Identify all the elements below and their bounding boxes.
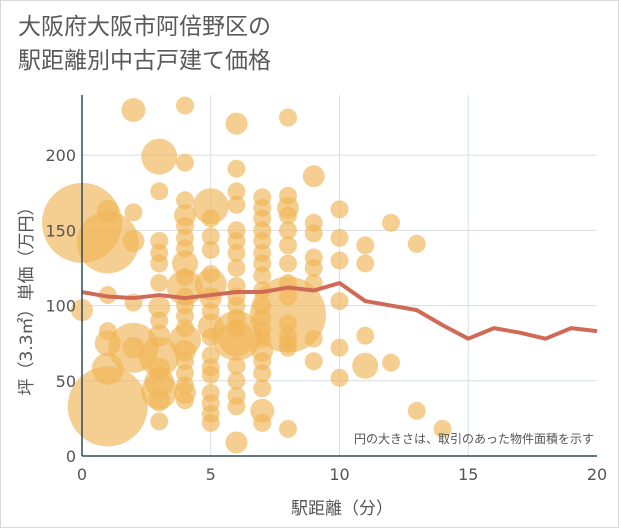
- bubble: [225, 112, 248, 135]
- bubble: [227, 356, 246, 375]
- bubble: [304, 224, 323, 243]
- bubbles: [42, 96, 452, 454]
- x-tick-label: 10: [329, 465, 349, 484]
- bubble: [201, 413, 220, 432]
- bubble: [176, 391, 194, 410]
- bubble-size-note: 円の大きさは、取引のあった物件面積を示す: [354, 431, 594, 446]
- bubble: [253, 364, 272, 383]
- bubble: [122, 336, 145, 359]
- bubble: [227, 258, 246, 277]
- bubble: [279, 221, 297, 240]
- y-tick-label: 200: [45, 146, 76, 165]
- bubble: [253, 413, 272, 432]
- bubble: [176, 96, 194, 115]
- bubble: [124, 203, 143, 222]
- bubble: [176, 153, 194, 172]
- bubble: [150, 182, 169, 201]
- bubble: [121, 98, 146, 123]
- bubble: [279, 419, 297, 438]
- y-tick-label: 100: [45, 297, 76, 316]
- bubble: [304, 258, 323, 277]
- x-tick-label: 5: [206, 465, 216, 484]
- bubble: [176, 191, 194, 210]
- bubble: [227, 371, 246, 390]
- bubble: [304, 329, 323, 348]
- bubble: [279, 236, 297, 255]
- x-axis-label: 駅距離（分）: [291, 499, 393, 519]
- bubble: [279, 206, 297, 225]
- bubble: [141, 138, 178, 175]
- axes: [81, 95, 597, 457]
- bubble: [382, 213, 400, 232]
- bubble: [330, 368, 349, 387]
- bubble: [407, 234, 426, 253]
- bubble: [279, 254, 297, 273]
- bubble: [382, 353, 400, 372]
- chart-title: 大阪府大阪市阿倍野区の 駅距離別中古戸建て価格: [18, 10, 271, 78]
- bubble: [148, 296, 171, 319]
- bubble: [227, 159, 246, 178]
- bubble: [227, 397, 246, 416]
- chart-title-line2: 駅距離別中古戸建て価格: [18, 48, 271, 74]
- bubble: [201, 227, 220, 246]
- bubble: [225, 431, 248, 454]
- bubble: [150, 274, 169, 293]
- bubble: [227, 182, 246, 201]
- bubble: [192, 188, 229, 225]
- bubble: [330, 200, 349, 219]
- bubble: [433, 419, 452, 438]
- bubble: [150, 311, 169, 330]
- bubble: [304, 352, 323, 371]
- bubble: [279, 108, 297, 127]
- y-tick-label: 150: [45, 221, 76, 240]
- bubble: [253, 266, 272, 285]
- bubble: [227, 195, 246, 214]
- bubble: [76, 211, 139, 274]
- bubble: [302, 165, 325, 188]
- x-tick-label: 20: [587, 465, 607, 484]
- bubble: [67, 366, 148, 447]
- x-tick-label: 0: [77, 465, 87, 484]
- y-tick-label: 0: [66, 447, 76, 466]
- bubble: [227, 243, 246, 262]
- average-price-line: [81, 281, 598, 341]
- bubble: [356, 254, 375, 273]
- bubble: [201, 209, 220, 228]
- bubble: [253, 379, 272, 398]
- bubble: [356, 326, 375, 345]
- average-line: [81, 281, 598, 341]
- bubble: [330, 292, 349, 311]
- bubble: [352, 352, 379, 379]
- bubble: [330, 338, 349, 357]
- bubble: [122, 229, 145, 252]
- bubble: [150, 412, 169, 431]
- bubble: [150, 254, 169, 273]
- bubble: [279, 338, 297, 357]
- bubble: [407, 401, 426, 420]
- chart-title-line1: 大阪府大阪市阿倍野区の: [18, 14, 271, 40]
- bubble: [218, 320, 255, 357]
- bubble: [172, 250, 198, 277]
- bubble: [96, 199, 119, 222]
- y-axis-label: 坪（3.3㎡）単価（万円）: [17, 198, 37, 395]
- bubble: [356, 236, 375, 255]
- bubble: [330, 228, 349, 247]
- x-tick-label: 15: [458, 465, 478, 484]
- bubble: [148, 389, 171, 412]
- bubble: [201, 365, 220, 384]
- bubble: [201, 240, 220, 259]
- y-tick-label: 50: [56, 372, 76, 391]
- bubble: [330, 251, 349, 270]
